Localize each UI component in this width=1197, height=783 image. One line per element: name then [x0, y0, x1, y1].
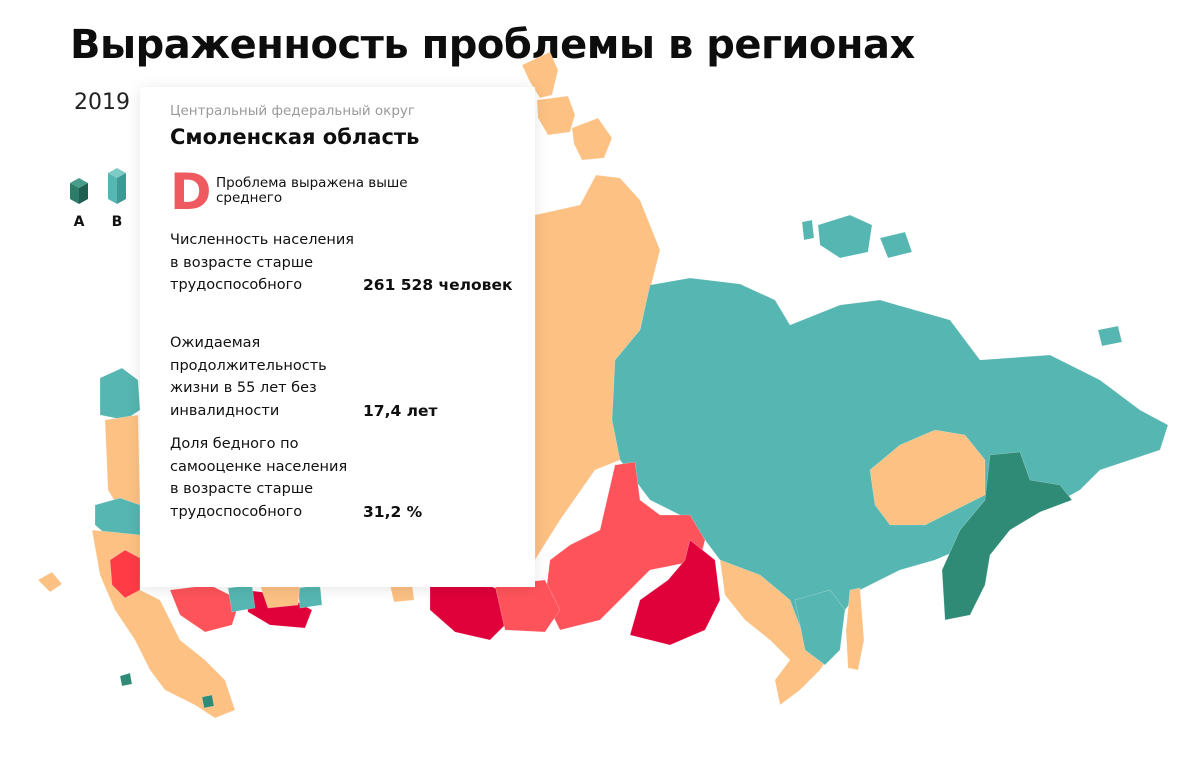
region-karelia[interactable]: [99, 367, 141, 421]
region-arctic-island-2[interactable]: [879, 231, 913, 259]
region-caucasus-teal-2[interactable]: [201, 694, 215, 709]
stat-label-population: Численность населения в возрасте старше …: [170, 232, 355, 293]
region-teal-south[interactable]: [227, 584, 256, 613]
tooltip-region-name: Смоленская область: [170, 125, 420, 149]
legend-label-b: B: [111, 214, 123, 230]
region-tooltip: Центральный федеральный округ Смоленская…: [140, 87, 535, 587]
stat-row-life-expectancy: Ожидаемая продолжительность жизни в 55 л…: [170, 332, 520, 422]
region-teal-south-2[interactable]: [297, 584, 323, 609]
stat-row-poverty: Доля бедного по самооценке населения в в…: [170, 433, 520, 523]
region-altai-south[interactable]: [544, 461, 706, 631]
region-buryatia[interactable]: [629, 539, 721, 646]
stat-label-life-expectancy: Ожидаемая продолжительность жизни в 55 л…: [170, 335, 327, 419]
region-caucasus-teal[interactable]: [119, 672, 133, 687]
legend-label-a: A: [73, 214, 85, 230]
region-yakutia-part[interactable]: [869, 429, 986, 526]
region-crimea[interactable]: [37, 571, 63, 593]
region-kamchatka[interactable]: [941, 451, 1073, 621]
region-arctic-island-3[interactable]: [801, 219, 815, 241]
region-primorye[interactable]: [794, 589, 846, 666]
region-amur[interactable]: [719, 559, 831, 706]
stat-value-life-expectancy: 17,4 лет: [363, 401, 438, 420]
tooltip-grade-description: Проблема выражена выше среднего: [216, 175, 408, 206]
legend-item-a[interactable]: A: [64, 166, 94, 230]
region-wrangel[interactable]: [1097, 325, 1123, 347]
stat-label-poverty: Доля бедного по самооценке населения в в…: [170, 436, 348, 520]
legend-item-b[interactable]: B: [102, 166, 132, 230]
stat-row-population: Численность населения в возрасте старше …: [170, 229, 520, 297]
region-northwest-orange[interactable]: [104, 414, 141, 511]
region-altai-west[interactable]: [494, 579, 561, 633]
page-title: Выраженность проблемы в регионах: [70, 22, 915, 68]
region-islands-small[interactable]: [571, 117, 613, 161]
region-new-siberian-islands[interactable]: [817, 214, 873, 259]
region-kuril[interactable]: [845, 587, 865, 671]
region-smolensk[interactable]: [109, 549, 141, 599]
tooltip-grade-letter: D: [170, 163, 212, 221]
hex-column-b-icon: [108, 168, 126, 204]
region-arkhangelsk-islands[interactable]: [536, 95, 576, 136]
stat-value-poverty: 31,2 %: [363, 502, 423, 521]
year-label: 2019: [74, 90, 130, 115]
region-novaya-zemlya[interactable]: [521, 51, 559, 99]
hex-column-a-icon: [70, 178, 88, 204]
stat-value-population: 261 528 человек: [363, 276, 513, 294]
tooltip-district: Центральный федеральный округ: [170, 103, 415, 119]
